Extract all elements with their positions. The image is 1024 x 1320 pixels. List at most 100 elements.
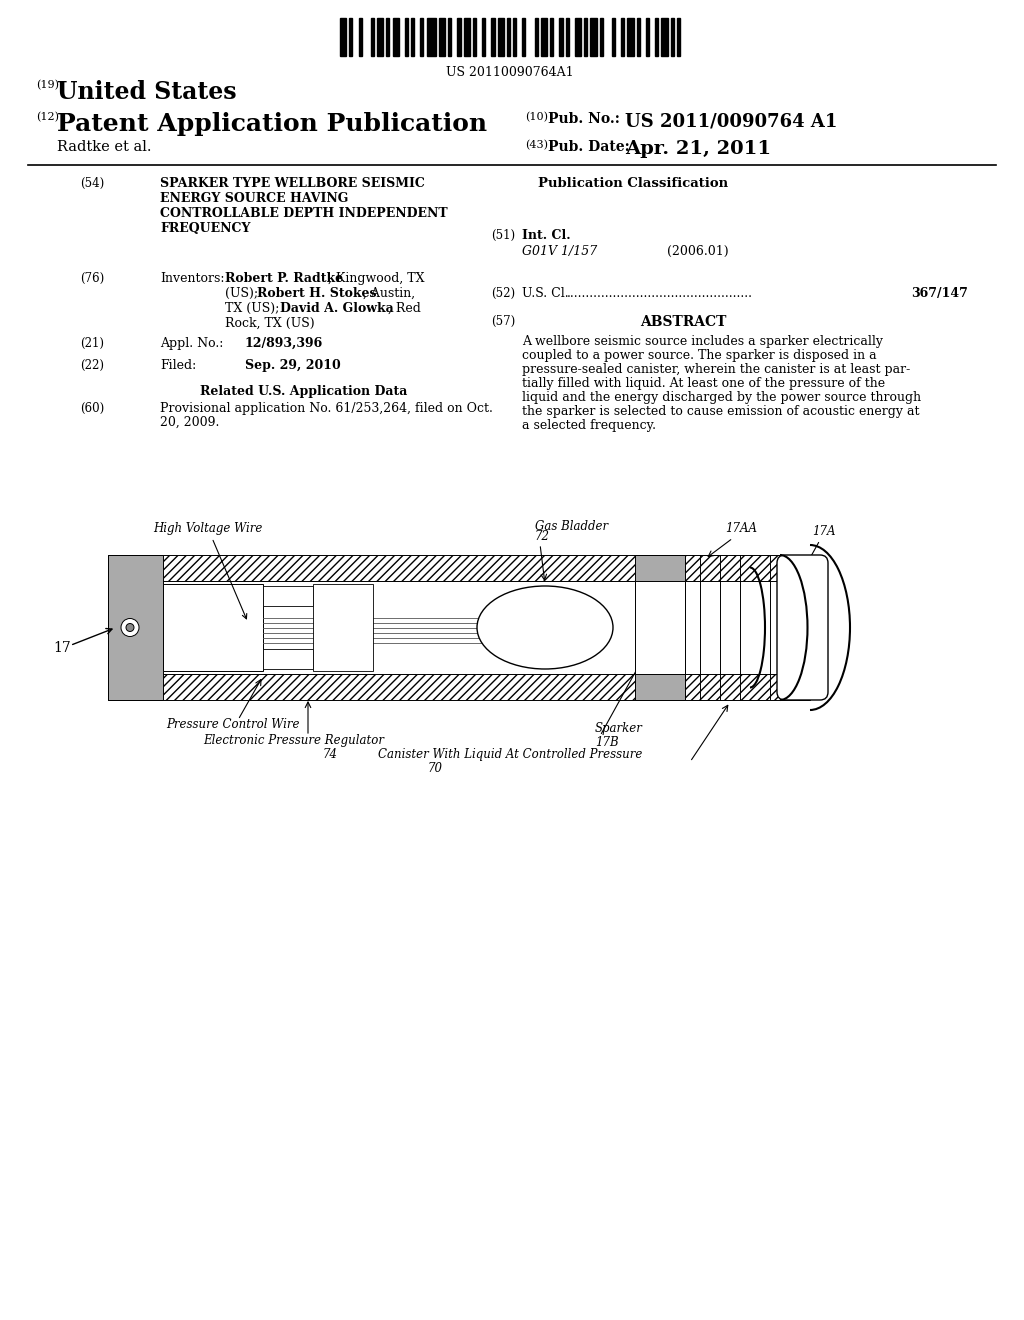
Bar — [411, 18, 414, 55]
Text: (12): (12) — [36, 112, 59, 123]
Bar — [449, 18, 452, 55]
Bar — [612, 18, 615, 55]
Bar — [550, 18, 553, 55]
Text: Related U.S. Application Data: Related U.S. Application Data — [200, 385, 408, 399]
Bar — [404, 18, 408, 55]
Bar — [507, 18, 510, 55]
Bar — [464, 18, 470, 55]
Bar — [600, 18, 603, 55]
Bar — [646, 18, 649, 55]
Circle shape — [126, 623, 134, 631]
Bar — [482, 18, 485, 55]
Text: (2006.01): (2006.01) — [667, 246, 729, 257]
Bar — [591, 18, 597, 55]
Bar — [263, 586, 313, 606]
Text: (22): (22) — [80, 359, 104, 372]
Text: coupled to a power source. The sparker is disposed in a: coupled to a power source. The sparker i… — [522, 348, 877, 362]
Text: Pub. Date:: Pub. Date: — [548, 140, 630, 154]
Text: (57): (57) — [490, 315, 515, 327]
Bar — [637, 18, 640, 55]
Bar — [498, 18, 504, 55]
Text: a selected frequency.: a selected frequency. — [522, 418, 656, 432]
Text: the sparker is selected to cause emission of acoustic energy at: the sparker is selected to cause emissio… — [522, 405, 920, 418]
Text: Rock, TX (US): Rock, TX (US) — [225, 317, 314, 330]
Text: 72: 72 — [535, 531, 550, 543]
Text: CONTROLLABLE DEPTH INDEPENDENT: CONTROLLABLE DEPTH INDEPENDENT — [160, 207, 447, 220]
Text: Canister With Liquid At Controlled Pressure: Canister With Liquid At Controlled Press… — [378, 748, 642, 762]
Bar — [313, 583, 373, 671]
Bar — [108, 554, 163, 700]
Text: (21): (21) — [80, 337, 104, 350]
Bar — [108, 554, 810, 581]
Text: Sparker: Sparker — [595, 722, 643, 735]
Bar — [371, 18, 374, 55]
Text: 12/893,396: 12/893,396 — [245, 337, 324, 350]
Text: ENERGY SOURCE HAVING: ENERGY SOURCE HAVING — [160, 191, 348, 205]
Text: Publication Classification: Publication Classification — [538, 177, 728, 190]
Text: (51): (51) — [490, 228, 515, 242]
Text: Appl. No.:: Appl. No.: — [160, 337, 223, 350]
Text: Int. Cl.: Int. Cl. — [522, 228, 570, 242]
Bar — [574, 18, 581, 55]
Text: David A. Glowka: David A. Glowka — [280, 302, 394, 315]
Text: liquid and the energy discharged by the power source through: liquid and the energy discharged by the … — [522, 391, 922, 404]
Bar — [522, 18, 525, 55]
Text: Sep. 29, 2010: Sep. 29, 2010 — [245, 359, 341, 372]
Text: 367/147: 367/147 — [911, 286, 968, 300]
Bar — [439, 18, 445, 55]
Bar — [635, 554, 685, 700]
Text: (76): (76) — [80, 272, 104, 285]
FancyBboxPatch shape — [777, 554, 828, 700]
Text: ABSTRACT: ABSTRACT — [640, 315, 726, 329]
Text: Inventors:: Inventors: — [160, 272, 224, 285]
Bar — [685, 554, 770, 581]
Text: , Austin,: , Austin, — [362, 286, 415, 300]
Bar — [263, 649, 313, 669]
Bar — [492, 18, 495, 55]
Bar — [163, 583, 263, 671]
Text: A wellbore seismic source includes a sparker electrically: A wellbore seismic source includes a spa… — [522, 335, 883, 348]
Text: TX (US);: TX (US); — [225, 302, 284, 315]
Text: 70: 70 — [428, 762, 443, 775]
Bar — [655, 18, 658, 55]
Bar — [685, 675, 770, 700]
Bar — [427, 18, 436, 55]
Bar — [108, 581, 810, 675]
Text: (54): (54) — [80, 177, 104, 190]
Text: 17B: 17B — [595, 737, 618, 748]
Text: Pressure Control Wire: Pressure Control Wire — [166, 718, 299, 731]
Text: (US);: (US); — [225, 286, 262, 300]
Bar — [559, 18, 562, 55]
Text: (43): (43) — [525, 140, 548, 150]
Bar — [473, 18, 476, 55]
Text: United States: United States — [57, 81, 237, 104]
Text: Provisional application No. 61/253,264, filed on Oct.: Provisional application No. 61/253,264, … — [160, 403, 493, 414]
Text: Filed:: Filed: — [160, 359, 197, 372]
Bar — [662, 18, 668, 55]
Bar — [628, 18, 634, 55]
Text: (60): (60) — [80, 403, 104, 414]
Text: Pub. No.:: Pub. No.: — [548, 112, 620, 125]
Text: US 2011/0090764 A1: US 2011/0090764 A1 — [625, 112, 838, 129]
Circle shape — [121, 619, 139, 636]
Text: U.S. Cl.: U.S. Cl. — [522, 286, 568, 300]
Text: (52): (52) — [490, 286, 515, 300]
Text: Patent Application Publication: Patent Application Publication — [57, 112, 487, 136]
Text: Robert H. Stokes: Robert H. Stokes — [257, 286, 377, 300]
Bar — [685, 581, 770, 675]
Text: (10): (10) — [525, 112, 548, 123]
Text: tially filled with liquid. At least one of the pressure of the: tially filled with liquid. At least one … — [522, 378, 885, 389]
Text: Electronic Pressure Regulator: Electronic Pressure Regulator — [203, 734, 384, 747]
Text: Apr. 21, 2011: Apr. 21, 2011 — [625, 140, 771, 158]
Text: 74: 74 — [323, 748, 338, 762]
Bar — [541, 18, 547, 55]
Ellipse shape — [477, 586, 613, 669]
Bar — [635, 581, 685, 675]
Text: Gas Bladder: Gas Bladder — [535, 520, 608, 533]
Text: pressure-sealed canister, wherein the canister is at least par-: pressure-sealed canister, wherein the ca… — [522, 363, 910, 376]
Bar — [584, 18, 588, 55]
Text: ................................................: ........................................… — [567, 286, 753, 300]
Bar — [377, 18, 383, 55]
Text: (19): (19) — [36, 81, 59, 90]
Bar — [392, 18, 398, 55]
